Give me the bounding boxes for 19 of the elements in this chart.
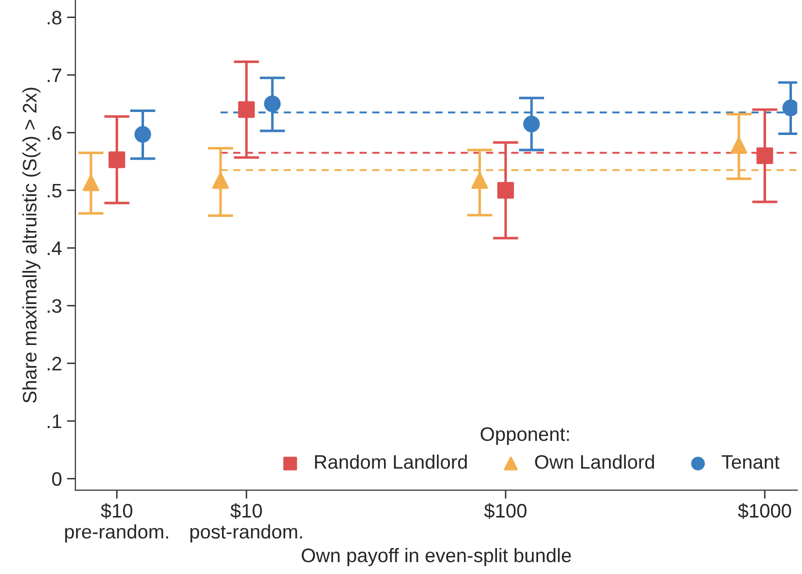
y-tick-label: 0 [52, 472, 62, 486]
legend-label: Own Landlord [535, 454, 654, 469]
x-axis-title: Own payoff in even-split bundle [302, 548, 571, 566]
y-tick-label: .4 [48, 242, 62, 256]
y-tick-label: .7 [48, 68, 62, 82]
x-tick-label: $1000 [738, 503, 792, 519]
x-tick-label: $10 post-random. [190, 503, 302, 542]
x-tick-label: $10 pre-random. [65, 503, 168, 542]
y-tick-label: .2 [48, 356, 62, 370]
y-tick-label: .1 [48, 414, 62, 428]
y-tick-label: .6 [48, 126, 62, 140]
y-tick-label: .5 [48, 184, 62, 198]
y-tick-label: .8 [48, 10, 62, 25]
y-tick-label: .3 [48, 299, 62, 313]
y-axis-title: Share maximally altruistic (S(x) > 2x) [22, 88, 40, 403]
x-tick-label: $100 [484, 503, 526, 519]
legend-title: Opponent: [480, 427, 569, 445]
legend-label: Random Landlord [315, 454, 467, 469]
legend-label: Tenant [722, 455, 780, 469]
